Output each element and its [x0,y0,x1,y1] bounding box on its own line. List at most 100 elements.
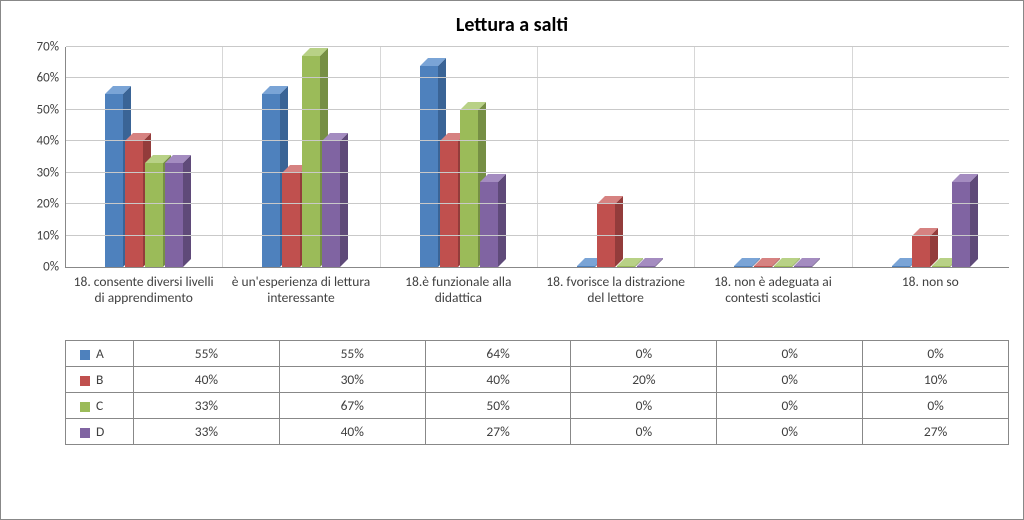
table-row: B40%30%40%20%0%10% [66,367,1009,393]
y-tick-label: 0% [43,260,59,275]
y-tick-label: 60% [37,71,59,86]
bar-front [892,266,910,267]
bar [577,266,595,267]
grid-line [66,77,1009,78]
table-cell: 27% [863,419,1009,445]
bar-front [577,266,595,267]
chart-title: Lettura a salti [15,13,1009,37]
bar [754,266,772,267]
table-cell: 40% [134,367,280,393]
series-header: B [66,367,134,393]
table-row: A55%55%64%0%0%0% [66,341,1009,367]
grid-line [66,46,1009,47]
grid-line [66,140,1009,141]
bar-side-face [970,174,978,267]
table-cell: 30% [279,367,425,393]
y-tick-label: 50% [37,102,59,117]
bar-front [480,182,498,267]
grid-line [66,235,1009,236]
bar-front [794,266,812,267]
bar-front [734,266,752,267]
plot-region [65,47,1009,268]
legend-swatch [80,350,90,360]
table-cell: 0% [717,419,863,445]
grid-line [66,172,1009,173]
bar [932,266,950,267]
table-cell: 33% [134,419,280,445]
bar [165,163,183,267]
table-cell: 55% [279,341,425,367]
table-cell: 20% [571,367,717,393]
chart-container: Lettura a salti 0%10%20%30%40%50%60%70% … [0,0,1024,520]
data-table: A55%55%64%0%0%0%B40%30%40%20%0%10%C33%67… [65,340,1009,445]
series-name: C [96,397,103,414]
series-header: A [66,341,134,367]
table-cell: 50% [425,393,571,419]
table-row: C33%67%50%0%0%0% [66,393,1009,419]
y-tick-label: 10% [37,228,59,243]
bar-front [912,236,930,267]
bar [912,236,930,267]
series-name: B [96,371,103,388]
bar-side-face [340,133,348,267]
table-row: D33%40%27%0%0%27% [66,419,1009,445]
table-cell: 0% [863,393,1009,419]
series-header: D [66,419,134,445]
x-tick-label: 18. consente diversi livelli di apprendi… [65,268,222,340]
bar [617,266,635,267]
bar-front [165,163,183,267]
table-cell: 0% [863,341,1009,367]
table-cell: 40% [425,367,571,393]
bar [105,94,123,267]
bar-front [145,163,163,267]
x-tick-label: è un'esperienza di lettura interessante [222,268,379,340]
table-cell: 0% [717,393,863,419]
bar-front [460,110,478,267]
table-cell: 0% [571,341,717,367]
x-axis-labels: 18. consente diversi livelli di apprendi… [65,268,1009,340]
legend-swatch [80,402,90,412]
grid-line [66,203,1009,204]
bar-front [597,204,615,267]
legend-swatch [80,428,90,438]
bar-front [637,266,655,267]
bar [734,266,752,267]
y-tick-label: 30% [37,165,59,180]
series-header: C [66,393,134,419]
bar [282,173,300,267]
bar [952,182,970,267]
table-cell: 33% [134,393,280,419]
table-cell: 0% [571,393,717,419]
bar-front [420,66,438,267]
table-cell: 67% [279,393,425,419]
series-name: A [96,345,104,362]
y-tick-label: 70% [37,40,59,55]
bar [794,266,812,267]
table-cell: 64% [425,341,571,367]
bar-front [932,266,950,267]
table-cell: 27% [425,419,571,445]
bar-front [105,94,123,267]
series-name: D [96,423,104,440]
bar [420,66,438,267]
grid-line [66,109,1009,110]
bar [597,204,615,267]
bar [460,110,478,267]
bar-front [617,266,635,267]
bar [145,163,163,267]
bar-side-face [498,174,506,267]
bar-front [952,182,970,267]
bar [637,266,655,267]
table-cell: 10% [863,367,1009,393]
x-tick-label: 18. non so [852,268,1009,340]
table-cell: 0% [571,419,717,445]
table-cell: 40% [279,419,425,445]
table-cell: 0% [717,341,863,367]
x-tick-label: 18. fvorisce la distrazione del lettore [537,268,694,340]
bar-front [262,94,280,267]
bar [774,266,792,267]
legend-swatch [80,376,90,386]
bar [262,94,280,267]
x-tick-label: 18. non è adeguata ai contesti scolastic… [694,268,851,340]
bar-side-face [615,196,623,267]
